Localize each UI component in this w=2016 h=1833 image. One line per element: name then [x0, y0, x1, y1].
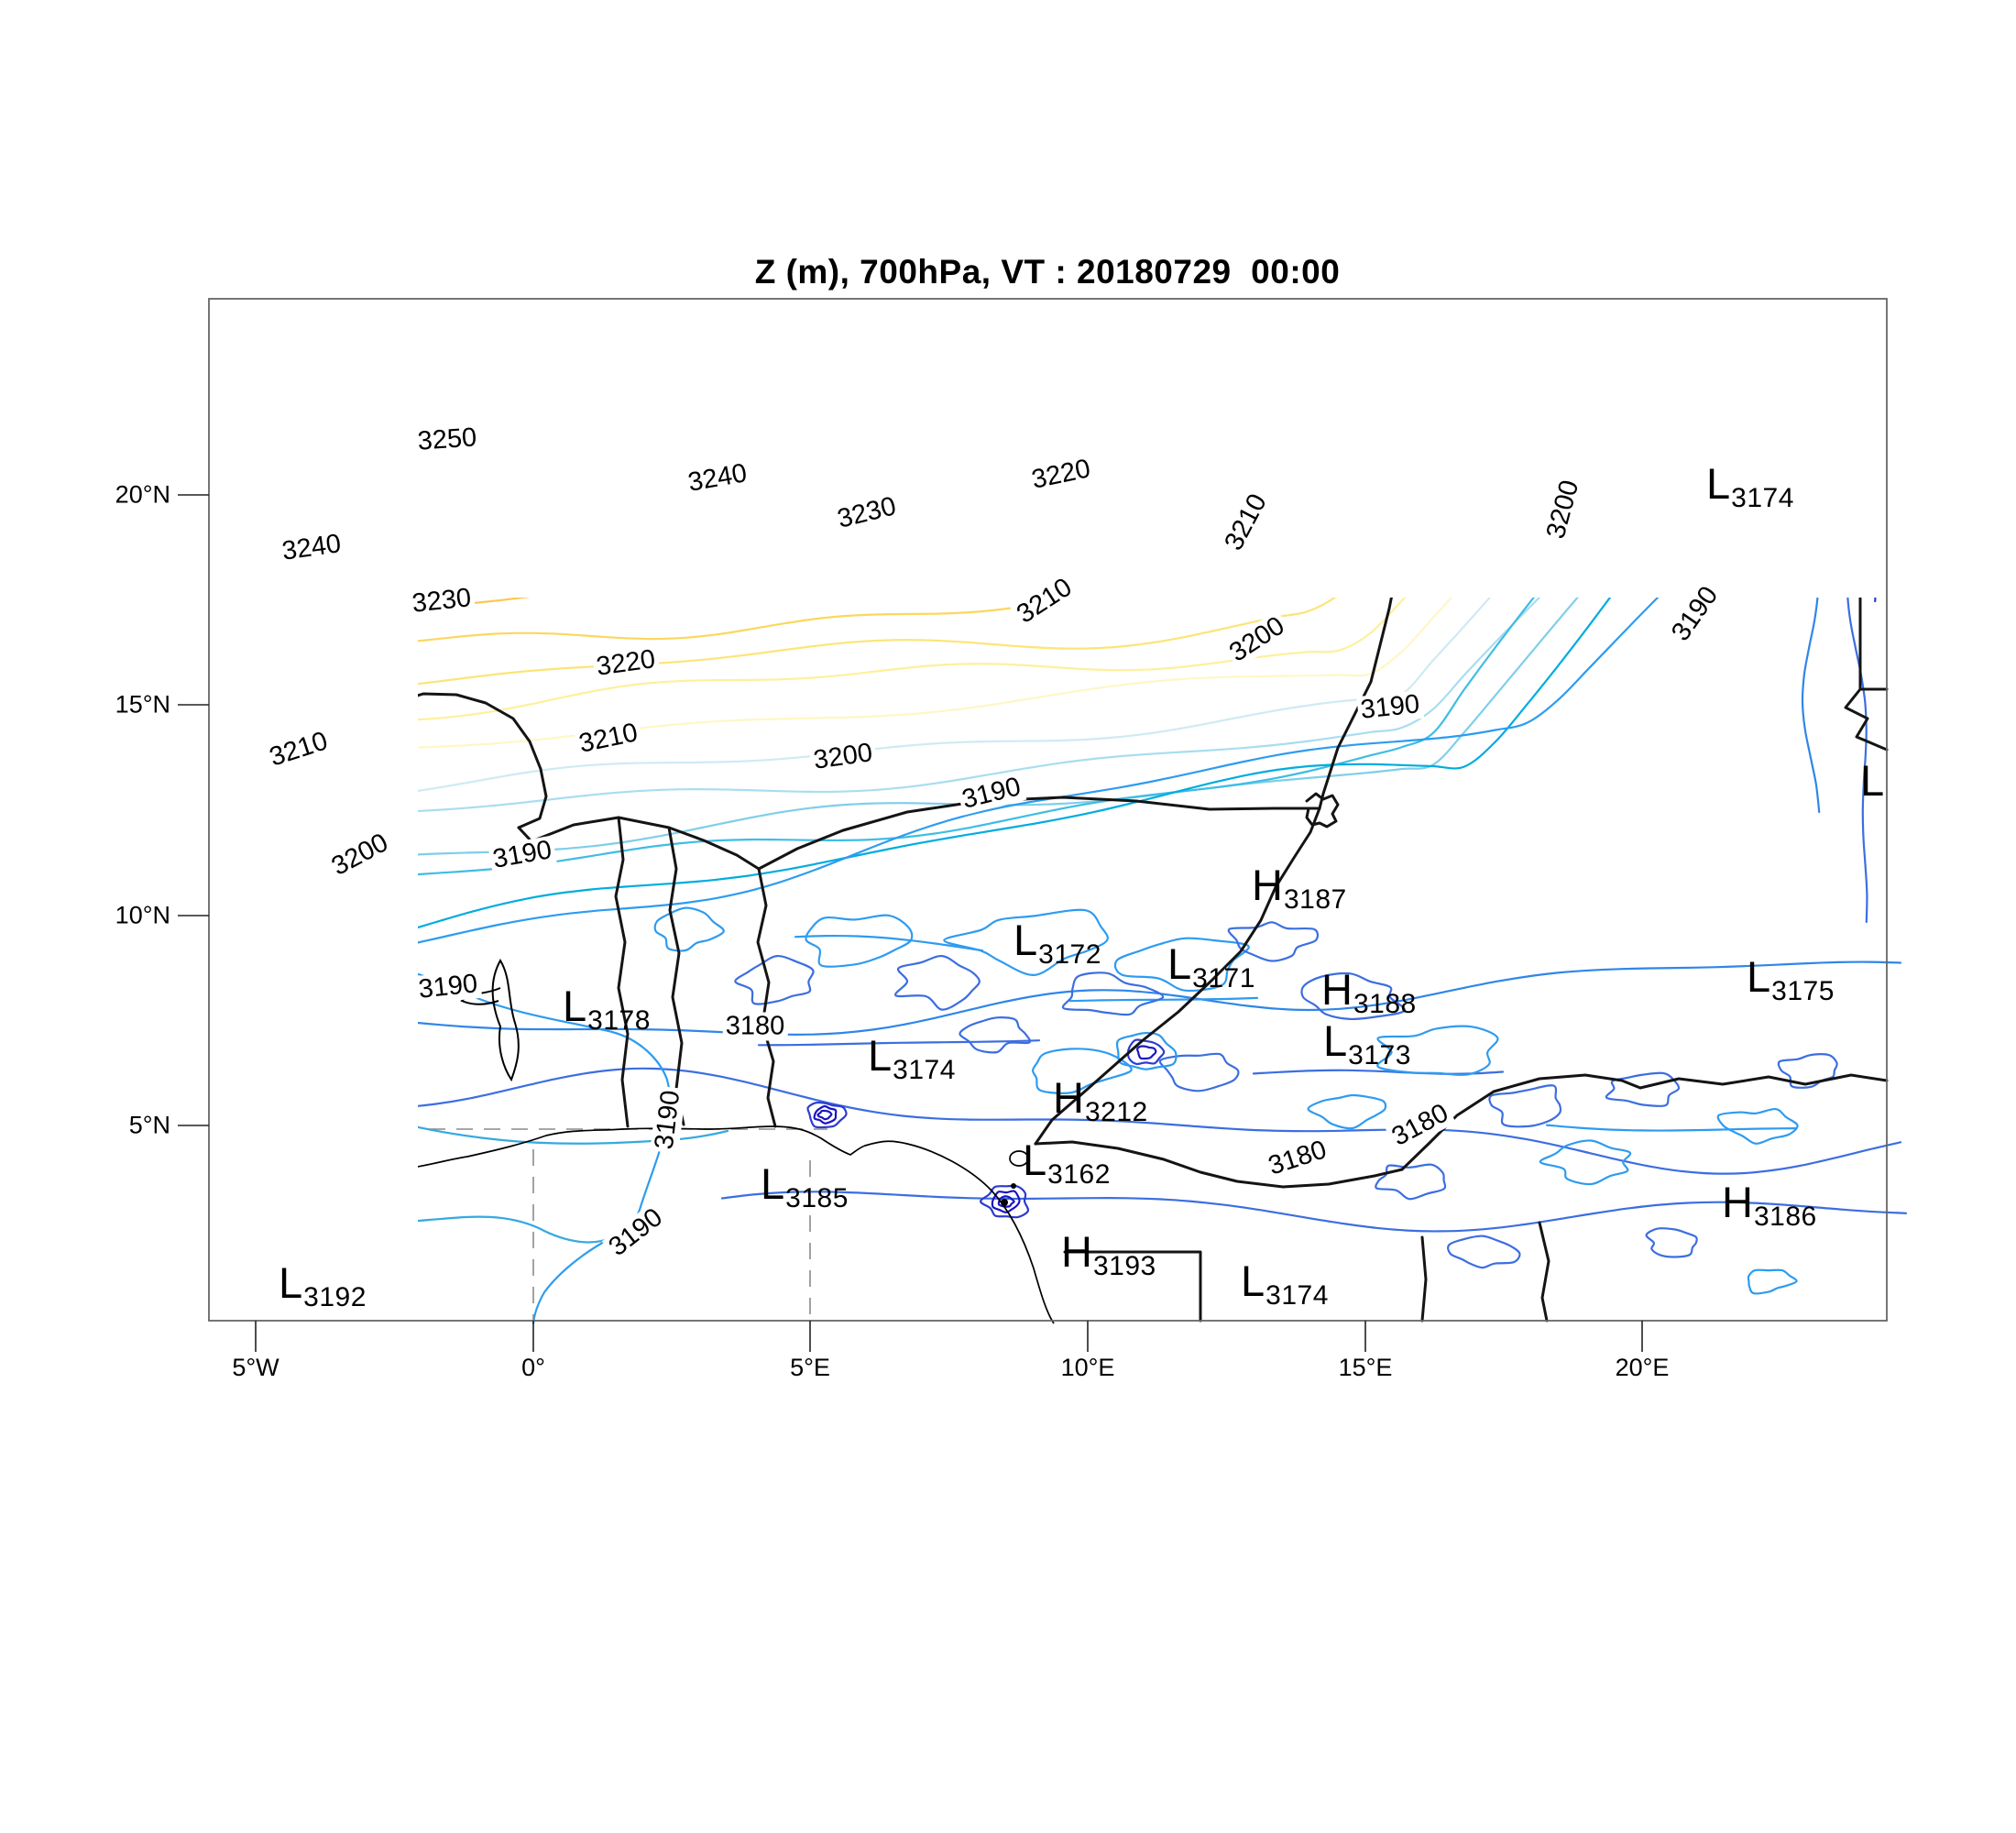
- contour-label: 3190: [650, 1086, 686, 1154]
- center-letter: L: [1706, 459, 1731, 508]
- center-letter: L: [1241, 1257, 1265, 1305]
- center-value: 3188: [1353, 989, 1417, 1019]
- contour-label: 3240: [683, 458, 752, 499]
- center-value: 3178: [587, 1005, 651, 1036]
- high-center: H 3187: [1252, 863, 1347, 914]
- x-tick-label: 10°E: [1060, 1354, 1115, 1381]
- center-letter: L: [1747, 952, 1771, 1001]
- contour-label: 3230: [408, 583, 476, 620]
- x-tick-label: 5°W: [232, 1354, 279, 1381]
- contour-label: 3190: [1356, 689, 1424, 726]
- center-value: 3172: [1038, 939, 1101, 970]
- center-letter: H: [1321, 965, 1353, 1014]
- center-value: 3192: [303, 1282, 367, 1312]
- x-tick-label: 5°E: [790, 1354, 830, 1381]
- contour-labels-layer: 3250 3240 3240 3230 3220 3230 3220 3210 3210 3200…: [209, 299, 1887, 1321]
- center-letter: L: [1323, 1016, 1348, 1065]
- y-tick-label: 15°N: [115, 690, 170, 719]
- low-center: L 3174: [868, 1034, 956, 1084]
- contour-label: 3190: [488, 835, 557, 875]
- coastline: [418, 958, 1055, 1324]
- y-tick-label: 10°N: [115, 901, 170, 929]
- y-tick-label: 20°N: [115, 480, 170, 509]
- contour-label: 3210: [263, 726, 334, 774]
- center-value: 3173: [1348, 1040, 1411, 1070]
- contour-label: 3250: [413, 423, 481, 456]
- y-tick-label: 5°N: [128, 1111, 170, 1139]
- plot-frame: [178, 298, 1888, 1352]
- contour-label: 3210: [574, 718, 643, 760]
- contour-label: 3180: [722, 1012, 788, 1041]
- center-value: 3174: [893, 1055, 956, 1085]
- x-tick-label: 20°E: [1615, 1354, 1670, 1381]
- x-tick-label: 0°: [521, 1354, 545, 1381]
- center-value: 3162: [1047, 1159, 1111, 1190]
- high-center: H 3193: [1061, 1230, 1156, 1280]
- contour-label: 3210: [1009, 571, 1080, 631]
- center-letter: L: [279, 1258, 303, 1307]
- map-interior: [418, 598, 1908, 1325]
- center-value: 3185: [785, 1183, 849, 1213]
- center-letter: L: [1860, 756, 1885, 805]
- contour-label: 3200: [808, 738, 878, 776]
- center-letter: L: [563, 982, 587, 1030]
- center-value: 3186: [1753, 1202, 1817, 1232]
- low-center: L: [1860, 759, 1885, 802]
- contour-label: 3190: [1665, 579, 1726, 649]
- low-center: L 3185: [761, 1162, 849, 1213]
- center-value: 3171: [1192, 963, 1255, 993]
- center-letter: L: [1167, 939, 1192, 988]
- contour-label: 3200: [1222, 609, 1293, 670]
- center-letter: H: [1053, 1073, 1084, 1122]
- low-center: L 3173: [1323, 1019, 1411, 1070]
- country-borders: [418, 598, 1889, 1323]
- low-center: L 3178: [563, 984, 651, 1035]
- center-letter: H: [1722, 1178, 1753, 1226]
- low-center: L 3192: [279, 1261, 367, 1312]
- contour-label: 3210: [1218, 487, 1275, 558]
- high-center: H 3188: [1321, 968, 1417, 1018]
- low-center: L 3174: [1706, 462, 1794, 512]
- center-letter: H: [1252, 861, 1283, 909]
- low-center: L 3174: [1241, 1259, 1329, 1310]
- chart-title: Z (m), 700hPa, VT : 20180729 00:00: [754, 253, 1341, 291]
- contour-label: 3190: [414, 969, 482, 1005]
- center-letter: L: [868, 1031, 893, 1080]
- center-value: 3187: [1283, 884, 1347, 915]
- center-value: 3174: [1265, 1280, 1329, 1311]
- contour-label: 3180: [1262, 1135, 1333, 1182]
- center-value: 3174: [1731, 483, 1794, 513]
- high-center: H 3186: [1722, 1180, 1817, 1231]
- contour-label: 3240: [277, 529, 346, 567]
- center-value: 3175: [1771, 976, 1835, 1006]
- contour-label: 3200: [1541, 474, 1586, 545]
- contour-label: 3180: [1385, 1097, 1456, 1154]
- contour-label: 3200: [324, 827, 396, 884]
- high-center: H 3212: [1053, 1076, 1148, 1126]
- low-center: L 3162: [1023, 1138, 1111, 1189]
- center-letter: L: [1013, 916, 1038, 964]
- low-center: L 3175: [1747, 955, 1835, 1005]
- contour-label: 3230: [832, 491, 902, 535]
- contour-label: 3190: [601, 1202, 671, 1264]
- center-value: 3193: [1092, 1251, 1156, 1281]
- low-center: L 3172: [1013, 918, 1101, 969]
- contour-label: 3220: [1026, 454, 1096, 496]
- contour-label: 3190: [957, 772, 1026, 816]
- low-center: L 3171: [1167, 942, 1255, 993]
- contour-label: 3220: [591, 644, 661, 683]
- center-letter: H: [1061, 1227, 1092, 1276]
- x-tick-label: 15°E: [1338, 1354, 1393, 1381]
- center-letter: L: [1023, 1136, 1047, 1184]
- center-letter: L: [761, 1159, 785, 1208]
- center-value: 3212: [1084, 1097, 1148, 1127]
